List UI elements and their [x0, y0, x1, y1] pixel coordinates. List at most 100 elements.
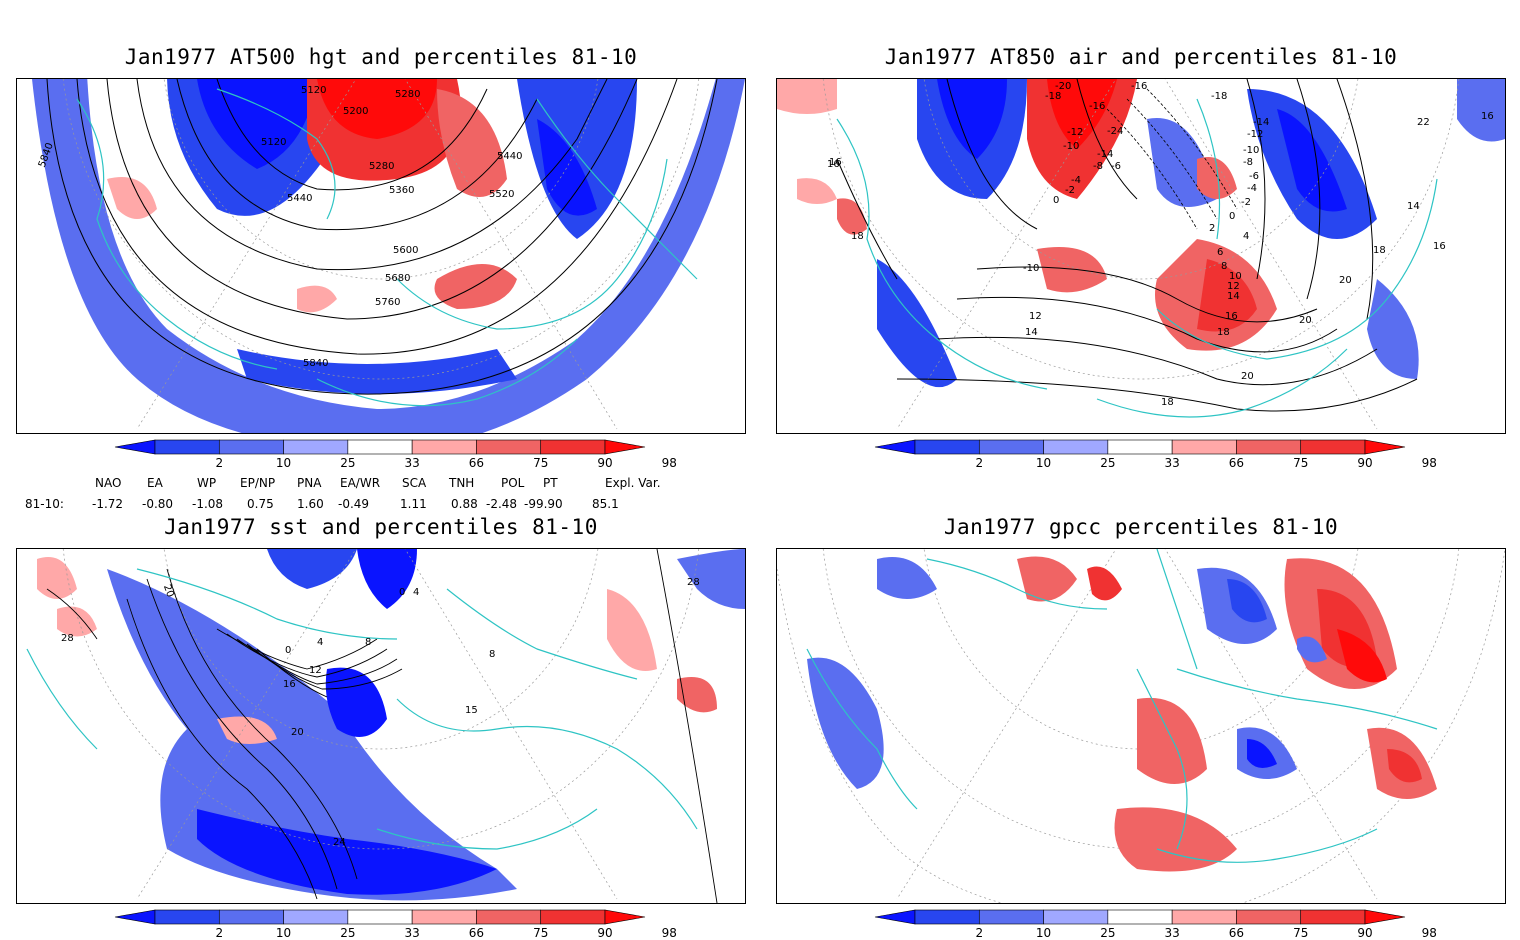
colorbar-segment — [476, 439, 542, 455]
idx-header-eawr: EA/WR — [340, 476, 381, 490]
colorbar-sst: 2 10 25 33 66 75 90 98 — [114, 909, 677, 940]
contour-label: 5680 — [385, 273, 410, 284]
contour-label: -2 — [1241, 197, 1251, 208]
colorbar-label: 2 — [215, 926, 223, 940]
colorbar-segment — [978, 909, 1044, 925]
contour-label: 5440 — [497, 151, 522, 162]
contour-label: 4 — [317, 637, 323, 648]
contour-label: 20 — [1299, 315, 1312, 326]
colorbar-label: 98 — [1422, 926, 1437, 940]
colorbar-segment — [154, 909, 220, 925]
contour-label: 16 — [829, 157, 842, 168]
idx-header-pol: POL — [501, 476, 525, 490]
colorbar-min-arrow — [874, 909, 916, 925]
contour-label: 0 — [1229, 211, 1235, 222]
colorbar-svg: 2 10 25 33 66 75 90 98 — [114, 909, 677, 940]
contour-label: 20 — [291, 727, 304, 738]
contour-label: 14 — [1407, 201, 1420, 212]
colorbar-svg: 2 10 25 33 66 75 90 98 — [874, 439, 1437, 470]
colorbar-label: 25 — [1100, 456, 1115, 470]
contour-label: -10 — [1023, 263, 1039, 274]
colorbar-segment — [1236, 909, 1302, 925]
contour-label: 12 — [1227, 281, 1240, 292]
colorbar-label: 66 — [1229, 926, 1244, 940]
contour-label: 10 — [1229, 271, 1242, 282]
colorbar-segment — [914, 439, 980, 455]
contour-label: 14 — [1025, 327, 1038, 338]
idx-header-wp: WP — [197, 476, 217, 490]
colorbar-label: 90 — [597, 456, 612, 470]
contour-label: 5360 — [389, 185, 414, 196]
contour-label: 16 — [827, 159, 840, 170]
contour-label: 8 — [1221, 261, 1227, 272]
idx-header-epnp: EP/NP — [240, 476, 276, 490]
colorbar-segment — [218, 439, 284, 455]
colorbar-max-arrow — [604, 439, 646, 455]
contour-label: -8 — [1243, 157, 1253, 168]
colorbar-segment — [283, 909, 349, 925]
colorbar-label: 2 — [975, 926, 983, 940]
map-sst: 20 28 0 4 8 12 16 20 24 15 8 28 4 0 — [17, 549, 745, 903]
contour-label: 8 — [365, 637, 371, 648]
contour-label: 20 — [1241, 371, 1254, 382]
contour-label: 5760 — [375, 297, 400, 308]
colorbar-segment — [1107, 439, 1173, 455]
contour-label: -14 — [1253, 117, 1269, 128]
colorbar-svg: 2 10 25 33 66 75 90 98 — [114, 439, 677, 470]
contour-label: 16 — [1433, 241, 1446, 252]
colorbar-label: 75 — [533, 926, 548, 940]
panel-title-air850: Jan1977 AT850 air and percentiles 81-10 — [884, 45, 1398, 69]
colorbar-label: 25 — [340, 456, 355, 470]
contour-label: 18 — [1373, 245, 1386, 256]
colorbar-max-arrow — [1364, 909, 1406, 925]
contour-label: 12 — [1029, 311, 1042, 322]
contour-label: -12 — [1067, 127, 1083, 138]
map-panel-hgt500: 5120 5280 5200 5120 5440 5280 5360 5440 … — [16, 78, 746, 434]
idx-value-explvar: 85.1 — [592, 497, 619, 511]
idx-value-eawr: -0.49 — [338, 497, 370, 511]
indices-header: NAO EA WP EP/NP PNA EA/WR SCA TNH POL PT… — [0, 476, 700, 492]
idx-header-ea: EA — [147, 476, 163, 490]
idx-value-tnh: 0.88 — [451, 497, 478, 511]
colorbar-label: 33 — [1165, 926, 1180, 940]
colorbar-segment — [540, 909, 606, 925]
contour-label: -14 — [1097, 149, 1113, 160]
colorbar-segment — [283, 439, 349, 455]
map-panel-gpcc — [776, 548, 1506, 904]
colorbar-label: 66 — [469, 926, 484, 940]
idx-row-label: 81-10: — [25, 497, 64, 511]
colorbar-svg: 2 10 25 33 66 75 90 98 — [874, 909, 1437, 940]
colorbar-label: 33 — [1165, 456, 1180, 470]
contour-label: -16 — [1131, 81, 1147, 92]
contour-label: 12 — [309, 665, 322, 676]
contour-label: 0 — [285, 645, 291, 656]
colorbar-segment — [411, 439, 477, 455]
contour-label: -4 — [1247, 183, 1257, 194]
idx-value-pna: 1.60 — [297, 497, 324, 511]
contour-label: 20 — [161, 583, 176, 599]
contour-label: -16 — [1089, 101, 1105, 112]
colorbar-segment — [476, 909, 542, 925]
colorbar-label: 10 — [276, 926, 291, 940]
indices-row: 81-10: -1.72 -0.80 -1.08 0.75 1.60 -0.49… — [0, 497, 700, 513]
colorbar-air850: 2 10 25 33 66 75 90 98 — [874, 439, 1437, 470]
map-panel-sst: 20 28 0 4 8 12 16 20 24 15 8 28 4 0 — [16, 548, 746, 904]
contour-label: 5440 — [287, 193, 312, 204]
colorbar-segment — [914, 909, 980, 925]
contour-label: 5280 — [395, 89, 420, 100]
contour-label: 18 — [1161, 397, 1174, 408]
colorbar-label: 66 — [469, 456, 484, 470]
colorbar-label: 33 — [405, 456, 420, 470]
colorbar-label: 98 — [662, 456, 677, 470]
colorbar-label: 2 — [975, 456, 983, 470]
colorbar-label: 25 — [340, 926, 355, 940]
colorbar-label: 98 — [1422, 456, 1437, 470]
map-gpcc — [777, 549, 1505, 903]
idx-header-explvar: Expl. Var. — [605, 476, 661, 490]
idx-value-pol: -2.48 — [486, 497, 518, 511]
colorbar-segment — [978, 439, 1044, 455]
idx-header-sca: SCA — [402, 476, 427, 490]
contour-label: -4 — [1071, 175, 1081, 186]
idx-header-pna: PNA — [297, 476, 322, 490]
colorbar-min-arrow — [114, 439, 156, 455]
